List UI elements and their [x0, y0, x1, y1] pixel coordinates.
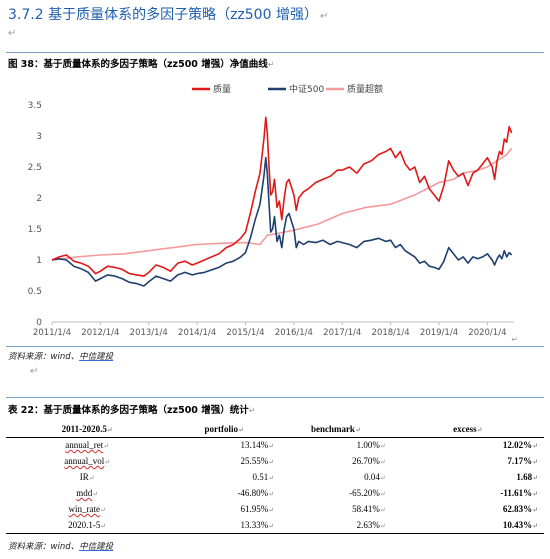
- stats-table: 2011-2020.5↵ portfolio↵ benchmark↵ exces…: [6, 421, 544, 534]
- row-label: win_rate↵: [6, 501, 169, 518]
- x-tick-label: 2019/1/4: [420, 328, 458, 338]
- cell-portfolio: 25.55%↵: [168, 453, 281, 470]
- cell-excess: 7.17%↵: [391, 453, 544, 470]
- row-label: 2020.1-5↵: [6, 517, 169, 534]
- x-tick-label: 2011/1/4: [33, 328, 71, 338]
- cell-excess: -11.61%↵: [391, 485, 544, 502]
- header-benchmark: benchmark↵: [280, 421, 392, 438]
- x-tick-label: 2013/1/4: [130, 328, 168, 338]
- row-label: IR↵: [6, 469, 169, 486]
- x-tick-label: 2016/1/4: [275, 328, 313, 338]
- paragraph-mark: ↵: [30, 366, 39, 377]
- table-row: annual_vol↵ 25.55%↵ 26.70%↵ 7.17%↵: [6, 453, 544, 470]
- cell-excess: 1.68↵: [391, 469, 544, 486]
- y-tick-label: 0: [36, 318, 42, 328]
- table-row: mdd↵ -46.80%↵ -65.20%↵ -11.61%↵: [6, 485, 544, 502]
- y-tick-label: 0.5: [28, 287, 42, 297]
- cell-portfolio: -46.80%↵: [168, 485, 281, 502]
- section-heading: 3.7.2 基于质量体系的多因子策略（zz500 增强） ↵: [8, 7, 329, 23]
- y-tick-label: 2.5: [28, 163, 42, 173]
- y-tick-label: 3.5: [28, 101, 42, 111]
- paragraph-mark: ↵: [511, 335, 518, 342]
- cell-excess: 12.02%↵: [391, 437, 544, 454]
- cell-benchmark: 58.41%↵: [280, 501, 392, 518]
- series-line-1: [51, 156, 513, 287]
- cell-benchmark: -65.20%↵: [280, 485, 392, 502]
- table-header-row: 2011-2020.5↵ portfolio↵ benchmark↵ exces…: [6, 421, 544, 438]
- cell-benchmark: 26.70%↵: [280, 453, 392, 470]
- x-tick-label: 2012/1/4: [81, 328, 119, 338]
- y-tick-label: 1.5: [28, 225, 42, 235]
- legend-label: 中证500: [289, 83, 324, 95]
- x-tick-label: 2015/1/4: [226, 328, 264, 338]
- header-excess: excess↵: [391, 421, 544, 438]
- caption-rule: [6, 52, 544, 53]
- table-caption: 表 22：基于质量体系的多因子策略（zz500 增强）统计↵: [8, 405, 256, 416]
- x-tick-label: 2014/1/4: [178, 328, 216, 338]
- cell-benchmark: 0.04↵: [280, 469, 392, 486]
- table-row: 2020.1-5↵ 13.33%↵ 2.63%↵ 10.43%↵: [6, 517, 544, 534]
- cell-excess: 62.83%↵: [391, 501, 544, 518]
- legend-label: 质量超额: [347, 83, 383, 95]
- paragraph-mark: ↵: [319, 11, 329, 22]
- cell-benchmark: 1.00%↵: [280, 437, 392, 454]
- nav-line-chart: 0 0.5 1 1.5 2 2.5 3 3.5 2011/1/4 2012/1/4 2013/1/4…: [28, 83, 518, 342]
- row-label: annual_vol↵: [6, 453, 169, 470]
- cell-portfolio: 13.33%↵: [168, 517, 281, 534]
- series-line-0: [51, 116, 513, 277]
- header-period: 2011-2020.5↵: [6, 421, 169, 438]
- row-label: annual_ret↵: [6, 437, 169, 454]
- header-portfolio: portfolio↵: [168, 421, 281, 438]
- table-row: win_rate↵ 61.95%↵ 58.41%↵ 62.83%↵: [6, 501, 544, 518]
- y-tick-label: 2: [36, 194, 42, 204]
- paragraph-mark: ↵: [8, 28, 17, 39]
- table-row: IR↵ 0.51↵ 0.04↵ 1.68↵: [6, 469, 544, 486]
- legend-label: 质量: [213, 83, 231, 95]
- figure-caption: 图 38：基于质量体系的多因子策略（zz500 增强）净值曲线↵: [8, 59, 275, 70]
- cell-portfolio: 0.51↵: [168, 469, 281, 486]
- x-tick-label: 2018/1/4: [372, 328, 410, 338]
- cell-portfolio: 61.95%↵: [168, 501, 281, 518]
- cell-benchmark: 2.63%↵: [280, 517, 392, 534]
- cell-excess: 10.43%↵: [391, 517, 544, 534]
- figure-source: 资料来源：wind、中信建投: [8, 352, 114, 362]
- x-tick-label: 2017/1/4: [323, 328, 361, 338]
- table-row: annual_ret↵ 13.14%↵ 1.00%↵ 12.02%↵: [6, 437, 544, 454]
- x-tick-label: 2020/1/4: [468, 328, 506, 338]
- y-tick-label: 3: [36, 132, 42, 142]
- y-tick-label: 1: [36, 256, 42, 266]
- row-label: mdd↵: [6, 485, 169, 502]
- figure-bottom-rule: [6, 346, 544, 347]
- caption-rule: [6, 397, 544, 398]
- table-source: 资料来源：wind、中信建投: [8, 542, 114, 552]
- cell-portfolio: 13.14%↵: [168, 437, 281, 454]
